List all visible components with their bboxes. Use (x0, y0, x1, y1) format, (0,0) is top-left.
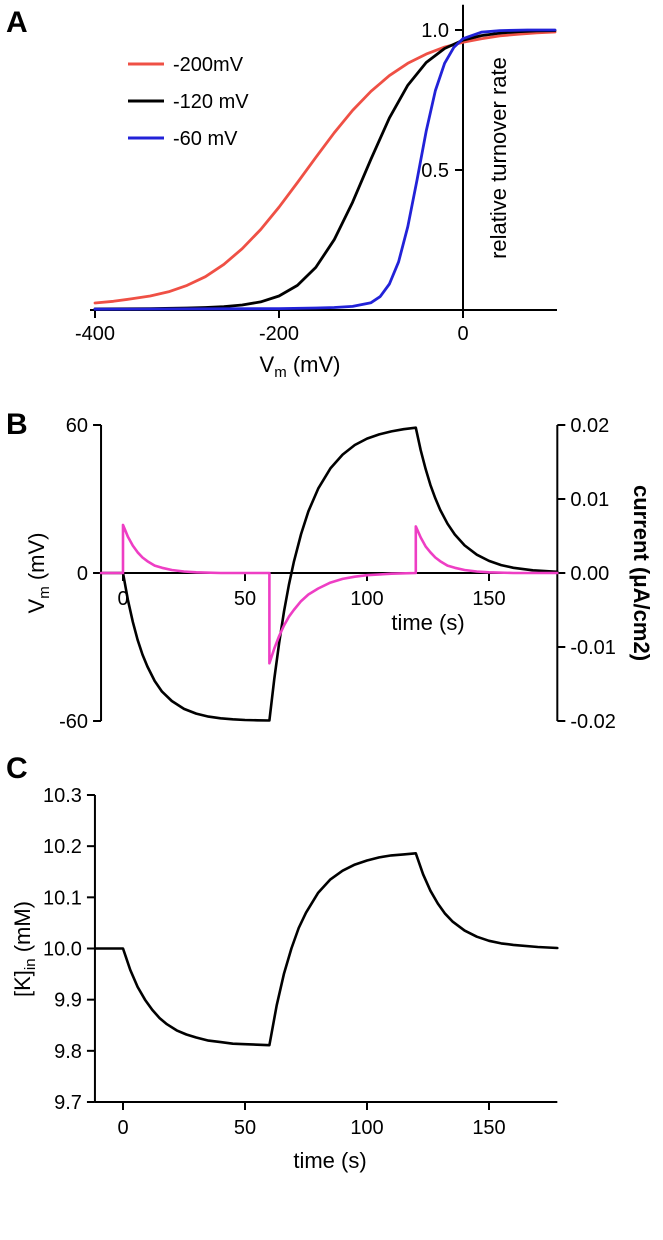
b-left-tick-label: 0 (77, 563, 88, 585)
a-x-axis-title: Vm (mV) (260, 352, 341, 381)
legend-label: -200mV (173, 54, 244, 76)
panel-label-b: B (6, 408, 28, 441)
b-trace-pump-current (99, 523, 559, 665)
b-x-axis-title: time (s) (391, 610, 464, 635)
b-trace-membrane-voltage (99, 426, 559, 722)
panel-a-chart: -400 -200 0 0.5 1.0 Vm (mV) relative turnover … (75, 4, 557, 381)
b-x-tick-label: 50 (234, 588, 256, 610)
panel-b-chart: 60 0 -60 0 50 100 150 time (s) 0.02 0.01 0.00 -0.01… (24, 415, 654, 733)
c-x-axis-title: time (s) (293, 1148, 366, 1173)
c-x-tick-label: 100 (350, 1117, 383, 1139)
c-y-tick-label: 10.2 (43, 836, 82, 858)
c-y-tick-label: 10.3 (43, 785, 82, 807)
a-x-tick-label: -400 (75, 323, 115, 345)
a-y-tick-label: 0.5 (421, 160, 449, 182)
legend-label: -120 mV (173, 91, 249, 113)
b-right-tick-label: -0.02 (570, 711, 616, 733)
a-curve-v-half-60 (93, 28, 557, 311)
a-curve-v-half-200 (93, 30, 557, 305)
c-y-tick-label: 10.1 (43, 887, 82, 909)
b-right-tick-label: -0.01 (570, 637, 616, 659)
a-y-tick-label: 1.0 (421, 20, 449, 42)
b-x-tick-label: 150 (472, 588, 505, 610)
c-x-tick-label: 150 (472, 1117, 505, 1139)
c-y-tick-label: 10.0 (43, 939, 82, 961)
b-right-axis-title: current (μA/cm2) (629, 485, 654, 661)
b-x-tick-label: 100 (350, 588, 383, 610)
c-x-tick-label: 50 (234, 1117, 256, 1139)
c-y-tick-label: 9.7 (54, 1092, 82, 1114)
c-y-tick-label: 9.8 (54, 1041, 82, 1063)
a-y-axis-title: relative turnover rate (486, 57, 511, 259)
legend-label: -60 mV (173, 128, 238, 150)
b-left-tick-label: -60 (59, 711, 88, 733)
b-x-tick-label: 0 (117, 588, 128, 610)
a-x-tick-label: -200 (259, 323, 299, 345)
b-right-tick-label: 0.02 (570, 415, 609, 437)
panel-label-c: C (6, 752, 28, 785)
c-x-tick-label: 0 (117, 1117, 128, 1139)
b-left-tick-label: 60 (66, 415, 88, 437)
panel-c-chart: 9.7 9.8 9.9 10.0 10.1 10.2 10.3 0 50 100 150 time (… (10, 785, 559, 1173)
panel-label-a: A (6, 6, 28, 39)
a-curve-v-half-120 (93, 29, 557, 311)
c-y-axis-title: [K]in (mM) (10, 901, 39, 997)
a-x-tick-label: 0 (457, 323, 468, 345)
b-right-tick-label: 0.01 (570, 489, 609, 511)
c-trace-intracellular-potassium (93, 852, 559, 1047)
b-left-axis-title: Vm (mV) (24, 533, 53, 614)
b-right-tick-label: 0.00 (570, 563, 609, 585)
c-y-tick-label: 9.9 (54, 990, 82, 1012)
